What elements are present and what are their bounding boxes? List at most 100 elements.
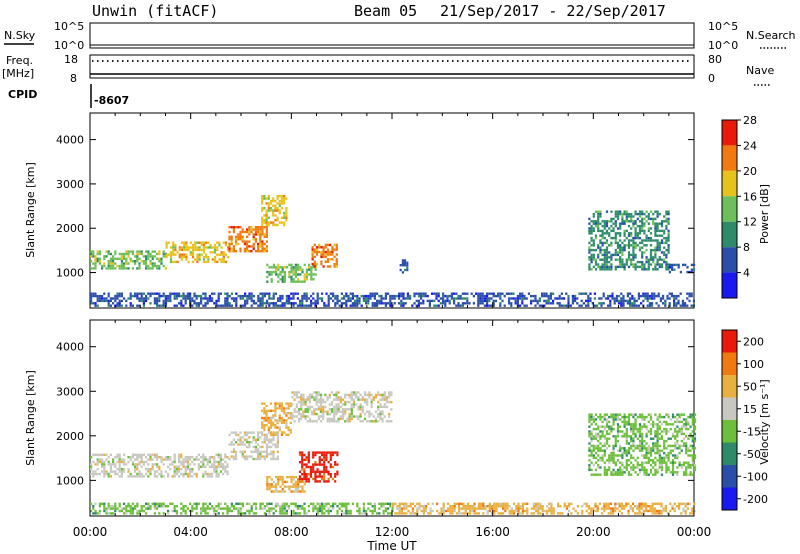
range-cell (156, 292, 159, 295)
range-cell (643, 415, 646, 419)
range-cell (398, 297, 401, 300)
range-cell (292, 268, 295, 271)
range-cell (377, 391, 380, 394)
range-cell (167, 458, 170, 461)
range-cell (545, 294, 548, 298)
range-cell (324, 260, 327, 263)
range-cell (265, 412, 268, 415)
range-cell (634, 253, 637, 257)
range-cell (98, 502, 101, 505)
range-cell (599, 456, 602, 460)
range-cell (614, 248, 617, 252)
range-cell (292, 278, 295, 281)
range-cell (217, 505, 220, 508)
range-cell (183, 255, 186, 259)
nsky-label: N.Sky (4, 29, 36, 42)
range-cell (521, 297, 524, 300)
range-cell (607, 507, 610, 510)
range-cell (261, 221, 264, 224)
range-cell (180, 453, 183, 456)
range-cell (654, 251, 657, 254)
range-cell (497, 505, 500, 508)
range-cell (224, 253, 228, 256)
range-cell (322, 398, 325, 401)
range-cell (592, 449, 595, 452)
range-cell (565, 292, 568, 295)
range-cell (167, 512, 170, 515)
range-cell (597, 215, 600, 218)
range-cell (206, 505, 209, 508)
range-cell (107, 507, 110, 510)
range-cell (304, 415, 307, 418)
range-cell (516, 299, 519, 303)
range-cell (368, 391, 371, 394)
range-cell (590, 461, 593, 464)
range-cell (444, 302, 447, 305)
range-cell (156, 502, 159, 505)
range-cell (599, 459, 602, 462)
range-cell (608, 427, 611, 431)
range-cell (310, 502, 313, 505)
range-cell (257, 455, 260, 458)
range-cell (272, 512, 275, 515)
range-cell (594, 234, 598, 237)
range-cell (685, 420, 688, 424)
range-cell (589, 292, 592, 295)
range-cell (371, 512, 374, 515)
range-cell (597, 463, 600, 467)
range-cell (319, 408, 323, 411)
range-cell (224, 468, 227, 471)
range-cell (222, 465, 225, 468)
range-cell (350, 393, 353, 397)
range-cell (160, 257, 163, 260)
range-cell (175, 465, 178, 468)
range-cell (118, 458, 121, 461)
range-cell (660, 466, 664, 469)
range-cell (158, 257, 161, 260)
range-cell (184, 297, 187, 300)
range-cell (254, 240, 257, 243)
range-cell (685, 468, 688, 472)
range-cell (620, 297, 623, 300)
range-cell (466, 302, 469, 305)
range-cell (634, 246, 637, 249)
range-cell (343, 302, 346, 305)
range-cell (308, 266, 311, 269)
range-cell (329, 509, 332, 513)
range-cell (690, 292, 693, 295)
range-cell (340, 502, 343, 505)
range-cell (175, 470, 178, 473)
range-cell (200, 507, 203, 510)
range-cell (239, 509, 242, 513)
range-cell (290, 485, 293, 488)
range-cell (312, 465, 315, 469)
range-cell (625, 263, 628, 266)
range-cell (645, 449, 648, 452)
range-cell (183, 246, 186, 249)
range-cell (265, 419, 268, 422)
range-cell (281, 297, 284, 300)
range-cell (457, 297, 460, 300)
range-cell (265, 436, 268, 439)
range-cell (285, 402, 288, 405)
range-cell (101, 460, 104, 464)
range-cell (266, 302, 269, 305)
scatter-region-0 (90, 453, 229, 478)
range-cell (189, 253, 192, 256)
range-cell (230, 226, 233, 229)
range-cell (442, 505, 445, 508)
range-cell (103, 463, 106, 466)
range-cell (559, 512, 562, 515)
range-cell (315, 403, 318, 406)
range-cell (182, 460, 185, 464)
range-cell (350, 403, 353, 406)
range-cell (92, 505, 95, 508)
range-cell (294, 480, 297, 484)
range-cell (294, 483, 297, 486)
range-cell (667, 217, 670, 221)
range-cell (605, 263, 609, 266)
range-cell (413, 302, 416, 305)
range-cell (298, 475, 302, 478)
range-cell (280, 197, 284, 200)
range-cell (274, 407, 277, 410)
